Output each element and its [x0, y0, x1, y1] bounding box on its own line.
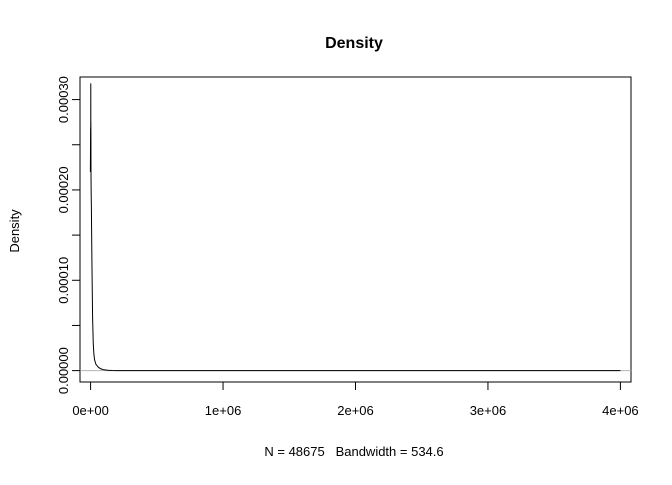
- x-tick-label: 4e+06: [602, 403, 639, 418]
- x-tick-label: 1e+06: [205, 403, 242, 418]
- y-axis-label: Density: [7, 209, 22, 253]
- y-tick-label: 0.00010: [56, 257, 71, 304]
- x-tick-label: 2e+06: [337, 403, 374, 418]
- y-tick-label: 0.00000: [56, 347, 71, 394]
- y-tick-label: 0.00030: [56, 76, 71, 123]
- x-tick-label: 0e+00: [72, 403, 109, 418]
- chart-title: Density: [325, 35, 383, 52]
- density-curve: [89, 83, 621, 372]
- plot-box: [79, 76, 632, 383]
- x-axis-label: N = 48675 Bandwidth = 534.6: [264, 444, 443, 459]
- y-tick-label: 0.00020: [56, 166, 71, 213]
- x-tick-label: 3e+06: [470, 403, 507, 418]
